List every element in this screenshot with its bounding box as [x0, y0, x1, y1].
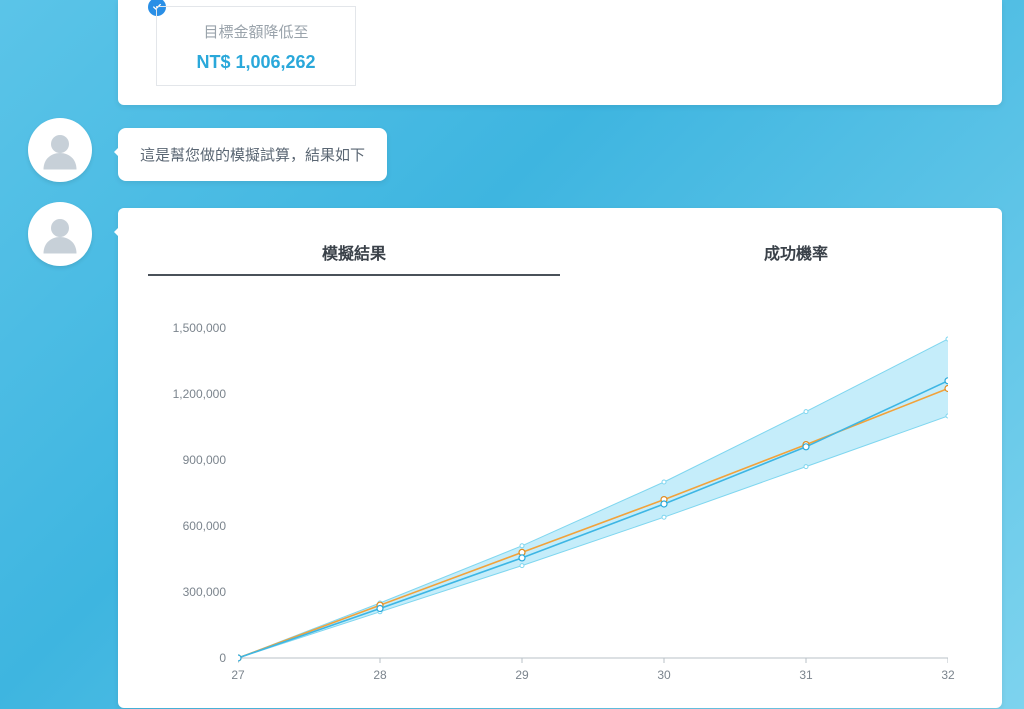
chat-bubble: 這是幫您做的模擬試算，結果如下 [118, 128, 387, 181]
simulation-chart [238, 318, 948, 678]
chart-card: 模擬結果 成功機率 0 300,000 600,000 900,000 1,200,00… [118, 208, 1002, 708]
y-axis-label: 600,000 [183, 519, 226, 533]
chart-area: 0 300,000 600,000 900,000 1,200,000 1,500,000… [148, 298, 972, 708]
avatar [28, 118, 92, 182]
y-axis-label: 1,200,000 [173, 387, 226, 401]
tabs: 模擬結果 成功機率 [118, 208, 1002, 276]
y-axis-label: 300,000 [183, 585, 226, 599]
bubble-text: 這是幫您做的模擬試算，結果如下 [140, 147, 365, 164]
avatar [28, 202, 92, 266]
target-card: 目標金額降低至 NT$ 1,006,262 [118, 0, 1002, 105]
tab-success-rate[interactable]: 成功機率 [590, 240, 1002, 276]
tab-simulation-result[interactable]: 模擬結果 [148, 240, 560, 276]
y-axis-label: 900,000 [183, 453, 226, 467]
y-axis-label: 0 [219, 651, 226, 665]
target-value: NT$ 1,006,262 [157, 52, 355, 73]
target-box: 目標金額降低至 NT$ 1,006,262 [156, 6, 356, 86]
y-axis-label: 1,500,000 [173, 321, 226, 335]
target-label: 目標金額降低至 [157, 21, 355, 42]
